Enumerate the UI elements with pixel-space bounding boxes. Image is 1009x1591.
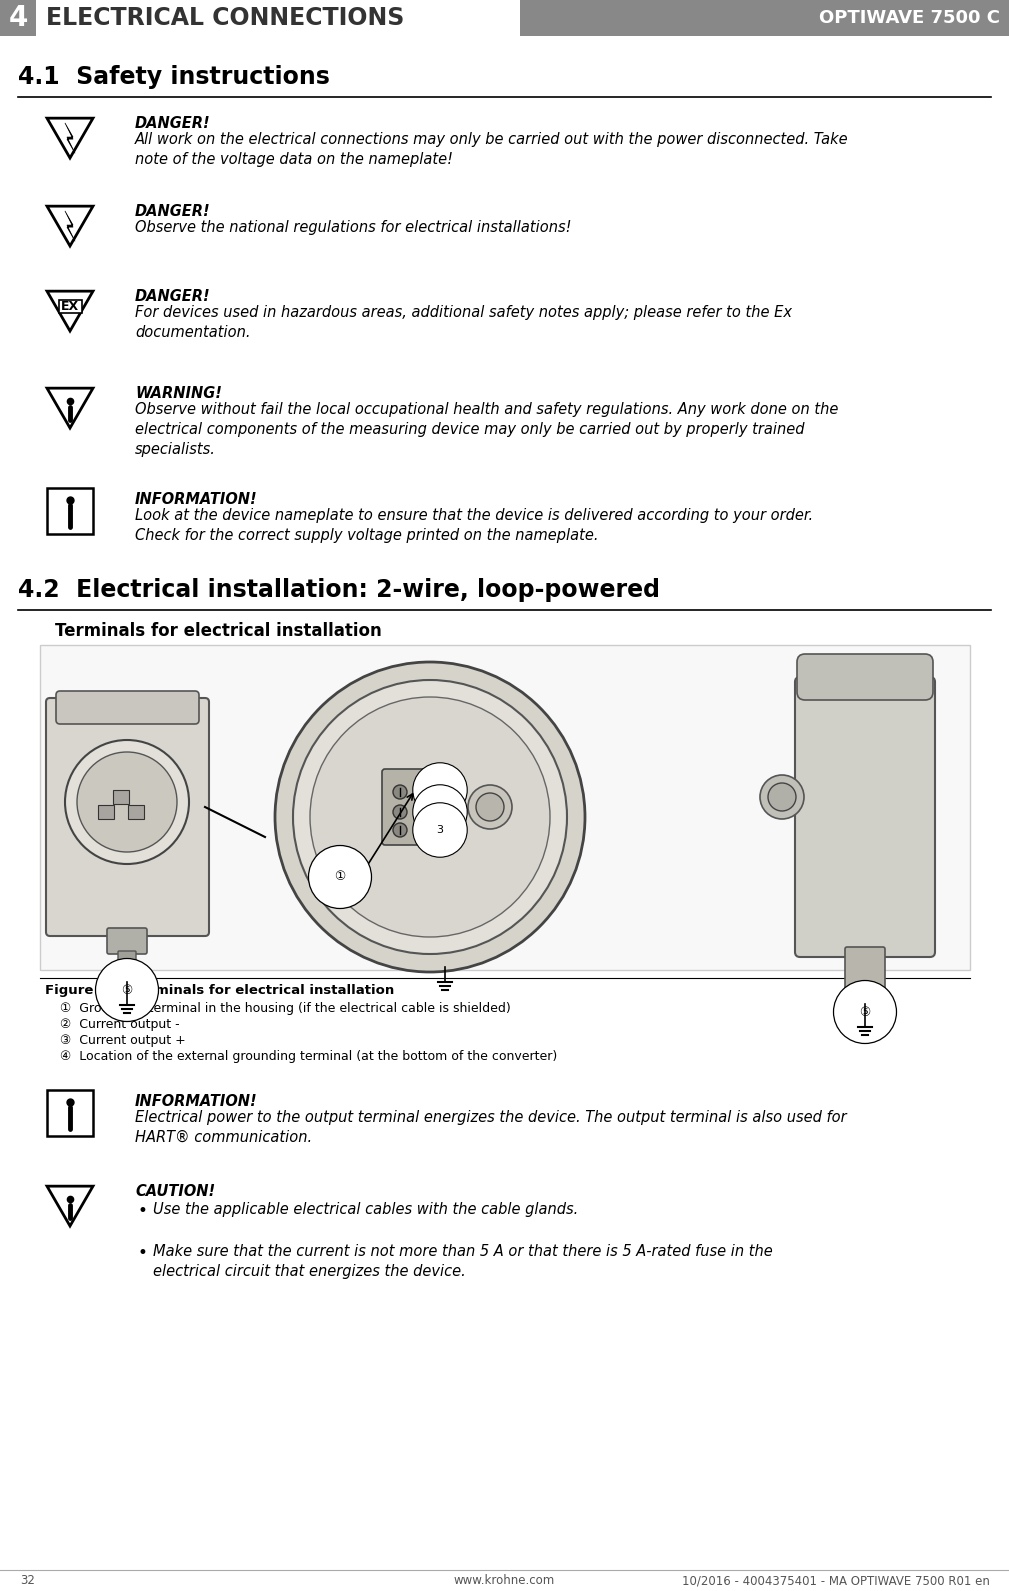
Text: ⑤: ⑤ xyxy=(121,983,132,996)
Circle shape xyxy=(310,697,550,937)
Text: ④  Location of the external grounding terminal (at the bottom of the converter): ④ Location of the external grounding ter… xyxy=(60,1050,557,1063)
FancyBboxPatch shape xyxy=(382,768,458,845)
Text: •: • xyxy=(137,1244,147,1262)
Circle shape xyxy=(393,784,407,799)
Text: Terminals for electrical installation: Terminals for electrical installation xyxy=(55,622,381,640)
Circle shape xyxy=(275,662,585,972)
Text: 10/2016 - 4004375401 - MA OPTIWAVE 7500 R01 en: 10/2016 - 4004375401 - MA OPTIWAVE 7500 … xyxy=(682,1575,990,1588)
Text: ELECTRICAL CONNECTIONS: ELECTRICAL CONNECTIONS xyxy=(46,6,405,30)
FancyBboxPatch shape xyxy=(0,0,1009,37)
Text: Electrical power to the output terminal energizes the device. The output termina: Electrical power to the output terminal … xyxy=(135,1111,847,1146)
Polygon shape xyxy=(65,212,75,242)
Text: Observe the national regulations for electrical installations!: Observe the national regulations for ele… xyxy=(135,220,571,235)
Text: ①: ① xyxy=(334,870,346,883)
Polygon shape xyxy=(47,1187,93,1227)
Polygon shape xyxy=(47,118,93,158)
FancyBboxPatch shape xyxy=(40,644,970,971)
FancyBboxPatch shape xyxy=(845,947,885,990)
Text: DANGER!: DANGER! xyxy=(135,116,211,130)
Text: Observe without fail the local occupational health and safety regulations. Any w: Observe without fail the local occupatio… xyxy=(135,403,838,457)
Text: All work on the electrical connections may only be carried out with the power di: All work on the electrical connections m… xyxy=(135,132,849,167)
Text: Figure 4-1: Terminals for electrical installation: Figure 4-1: Terminals for electrical ins… xyxy=(45,983,395,998)
Polygon shape xyxy=(47,291,93,331)
Text: INFORMATION!: INFORMATION! xyxy=(135,1095,257,1109)
Text: Use the applicable electrical cables with the cable glands.: Use the applicable electrical cables wit… xyxy=(153,1201,578,1217)
FancyBboxPatch shape xyxy=(46,698,209,936)
Text: ③  Current output +: ③ Current output + xyxy=(60,1034,186,1047)
Circle shape xyxy=(393,805,407,819)
Text: 4.2  Electrical installation: 2-wire, loop-powered: 4.2 Electrical installation: 2-wire, loo… xyxy=(18,578,660,601)
Text: 4: 4 xyxy=(8,5,27,32)
FancyBboxPatch shape xyxy=(47,1090,93,1136)
Text: Make sure that the current is not more than 5 A or that there is 5 A-rated fuse : Make sure that the current is not more t… xyxy=(153,1244,773,1279)
Text: ⑤: ⑤ xyxy=(860,1006,871,1018)
Text: ①  Grounding terminal in the housing (if the electrical cable is shielded): ① Grounding terminal in the housing (if … xyxy=(60,1002,511,1015)
Text: OPTIWAVE 7500 C: OPTIWAVE 7500 C xyxy=(819,10,1000,27)
Text: 32: 32 xyxy=(20,1575,35,1588)
Text: 4.1  Safety instructions: 4.1 Safety instructions xyxy=(18,65,330,89)
FancyBboxPatch shape xyxy=(98,805,114,819)
Circle shape xyxy=(468,784,512,829)
Text: INFORMATION!: INFORMATION! xyxy=(135,492,257,508)
FancyBboxPatch shape xyxy=(118,951,136,971)
Text: www.krohne.com: www.krohne.com xyxy=(453,1575,555,1588)
Text: 3: 3 xyxy=(437,826,444,835)
Text: For devices used in hazardous areas, additional safety notes apply; please refer: For devices used in hazardous areas, add… xyxy=(135,305,792,340)
Circle shape xyxy=(393,823,407,837)
Text: Look at the device nameplate to ensure that the device is delivered according to: Look at the device nameplate to ensure t… xyxy=(135,508,813,543)
FancyBboxPatch shape xyxy=(107,928,147,955)
FancyBboxPatch shape xyxy=(59,301,82,313)
Text: ②  Current output -: ② Current output - xyxy=(60,1018,180,1031)
Text: DANGER!: DANGER! xyxy=(135,204,211,220)
FancyBboxPatch shape xyxy=(795,678,935,958)
Text: 1: 1 xyxy=(437,784,444,796)
FancyBboxPatch shape xyxy=(47,488,93,535)
Circle shape xyxy=(476,792,504,821)
FancyBboxPatch shape xyxy=(36,0,520,37)
Text: •: • xyxy=(137,1201,147,1220)
Text: 2: 2 xyxy=(437,807,444,818)
Circle shape xyxy=(768,783,796,811)
FancyBboxPatch shape xyxy=(797,654,933,700)
FancyBboxPatch shape xyxy=(128,805,144,819)
Polygon shape xyxy=(47,388,93,428)
Circle shape xyxy=(77,753,177,853)
Text: WARNING!: WARNING! xyxy=(135,387,222,401)
Polygon shape xyxy=(65,123,75,153)
Text: EX: EX xyxy=(61,301,79,313)
Text: CAUTION!: CAUTION! xyxy=(135,1184,215,1200)
FancyBboxPatch shape xyxy=(57,690,199,724)
Circle shape xyxy=(293,679,567,955)
Text: DANGER!: DANGER! xyxy=(135,290,211,304)
Circle shape xyxy=(65,740,189,864)
FancyBboxPatch shape xyxy=(113,791,129,803)
Circle shape xyxy=(760,775,804,819)
Polygon shape xyxy=(47,207,93,247)
